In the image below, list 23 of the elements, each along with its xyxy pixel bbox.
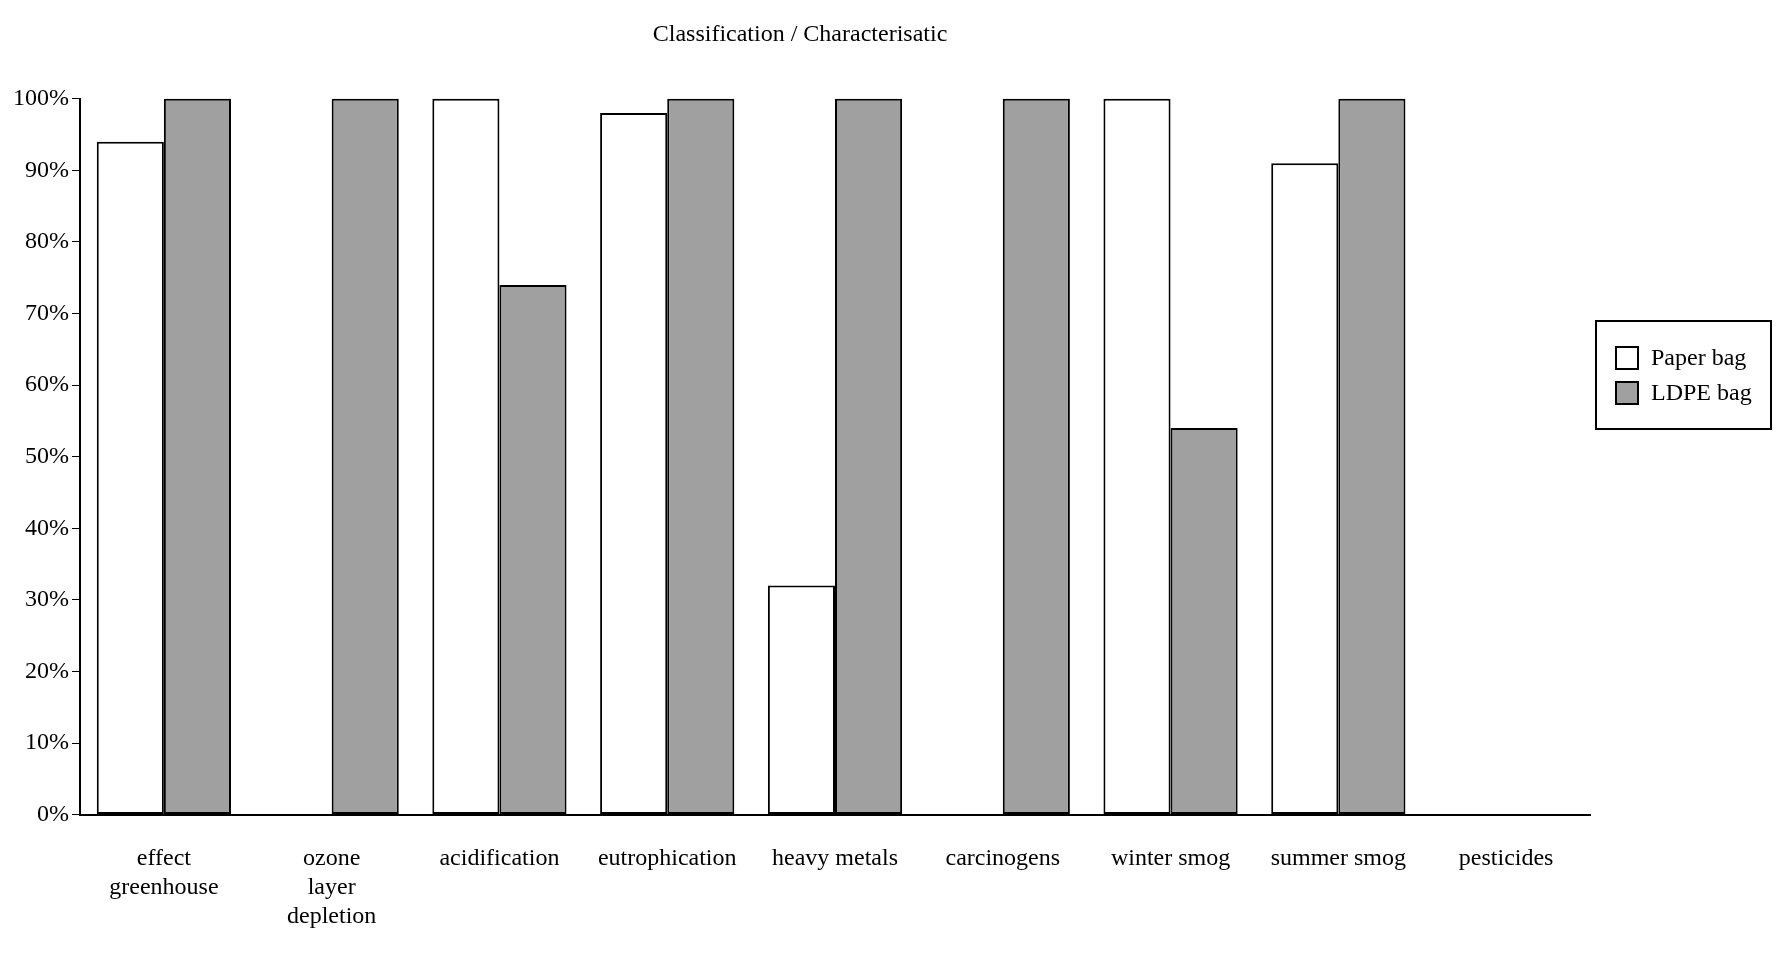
- legend-label: LDPE bag: [1651, 379, 1752, 406]
- y-tick-label: 20%: [24, 656, 69, 683]
- y-tick-label: 80%: [24, 227, 69, 254]
- y-tick-label: 0%: [36, 799, 69, 826]
- x-tick-label: carcinogens: [945, 844, 1061, 871]
- y-tick-label: 50%: [24, 442, 69, 468]
- y-tick-label: 100%: [12, 84, 69, 111]
- x-tick-label: summer smog: [1270, 844, 1406, 871]
- x-tick-label: acidification: [439, 844, 560, 871]
- x-tick-label: eutrophication: [597, 844, 737, 871]
- x-tick-label: ozone layer depletion: [287, 844, 377, 928]
- y-tick-label: 40%: [24, 513, 69, 540]
- x-tick-label: effect greenhouse: [109, 844, 219, 900]
- x-tick-label: pesticides: [1458, 844, 1554, 871]
- y-tick-label: 30%: [24, 585, 69, 612]
- y-tick-label: 70%: [24, 298, 69, 325]
- text: Paper bag: [1651, 344, 1747, 371]
- y-tick-label: 90%: [24, 155, 69, 182]
- x-tick-label: winter smog: [1110, 844, 1231, 871]
- chart-title: Classification / Characterisatic: [652, 19, 948, 46]
- x-tick-label: heavy metals: [772, 844, 898, 871]
- y-tick-label: 10%: [24, 728, 69, 755]
- y-tick-label: 60%: [24, 370, 69, 397]
